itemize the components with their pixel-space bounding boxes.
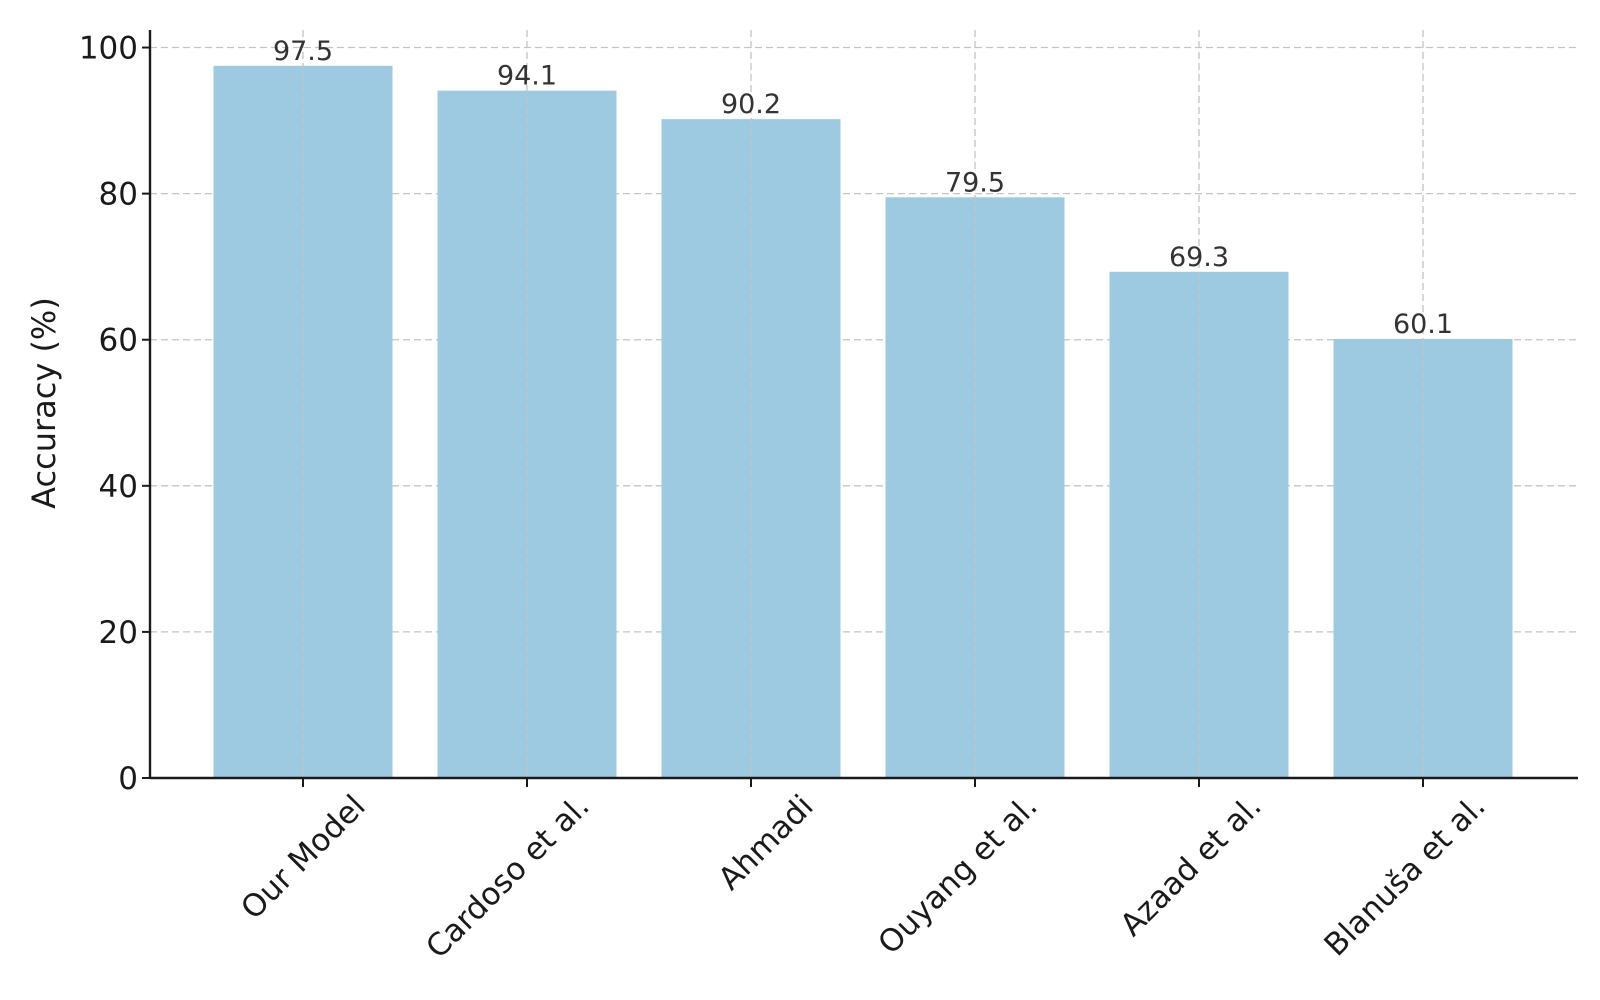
bar-value-label: 79.5 bbox=[945, 167, 1005, 198]
x-category-label: Ouyang et al. bbox=[871, 788, 1044, 961]
axis-layer bbox=[142, 30, 1578, 787]
bar-layer bbox=[213, 65, 1513, 778]
bar-value-label: 90.2 bbox=[721, 89, 781, 120]
x-category-label: Ahmadi bbox=[712, 788, 821, 897]
vertical-grid-layer bbox=[302, 30, 1424, 778]
bar-value-label: 69.3 bbox=[1169, 242, 1229, 273]
y-tick-label: 20 bbox=[99, 615, 138, 651]
bar-value-label: 60.1 bbox=[1393, 309, 1453, 340]
x-category-label: Our Model bbox=[234, 788, 372, 926]
x-category-label: Blanuša et al. bbox=[1317, 788, 1492, 963]
y-tick-label: 100 bbox=[79, 31, 138, 67]
y-tick-label: 60 bbox=[99, 323, 138, 359]
x-category-label: Azaad et al. bbox=[1113, 788, 1268, 943]
y-tick-label: 0 bbox=[118, 761, 138, 797]
y-tick-label: 80 bbox=[99, 177, 138, 213]
y-axis-title: Accuracy (%) bbox=[25, 297, 63, 509]
bar-value-label: 94.1 bbox=[497, 61, 557, 92]
x-category-label: Cardoso et al. bbox=[419, 788, 596, 965]
bar-value-label: 97.5 bbox=[273, 36, 333, 67]
y-tick-label: 40 bbox=[99, 469, 138, 505]
